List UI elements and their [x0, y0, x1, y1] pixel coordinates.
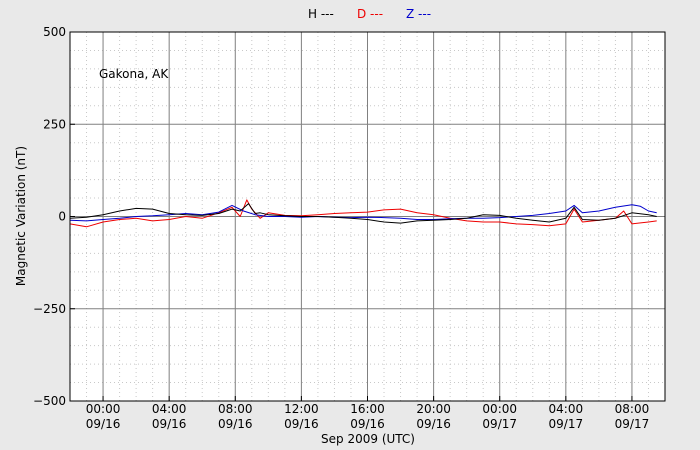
- x-tick-time-label: 04:00: [152, 402, 187, 416]
- x-tick-time-label: 12:00: [284, 402, 319, 416]
- x-tick-time-label: 20:00: [416, 402, 451, 416]
- y-tick-label: 0: [58, 210, 66, 224]
- series-line-h: [69, 203, 657, 224]
- station-label: Gakona, AK: [99, 67, 169, 81]
- series-line-d: [69, 199, 657, 228]
- y-tick-label: 250: [43, 117, 66, 131]
- x-tick-time-label: 08:00: [218, 402, 253, 416]
- x-tick-date-label: 09/16: [350, 417, 385, 431]
- y-tick-label: −250: [33, 302, 66, 316]
- series-layer: [69, 199, 657, 228]
- x-tick-date-label: 09/16: [416, 417, 451, 431]
- y-axis-label: Magnetic Variation (nT): [14, 146, 28, 286]
- x-tick-date-label: 09/17: [549, 417, 584, 431]
- legend-entry-d: D ---: [357, 7, 383, 21]
- x-tick-time-label: 16:00: [350, 402, 385, 416]
- legend-entry-h: H ---: [308, 7, 334, 21]
- x-tick-time-label: 00:00: [482, 402, 517, 416]
- x-tick-date-label: 09/16: [284, 417, 319, 431]
- x-axis-label: Sep 2009 (UTC): [321, 432, 415, 446]
- x-tick-date-label: 09/16: [218, 417, 253, 431]
- x-tick-time-label: 08:00: [615, 402, 650, 416]
- y-tick-label: −500: [33, 394, 66, 408]
- legend: H --- D --- Z ---: [308, 7, 431, 21]
- legend-entry-z: Z ---: [406, 7, 431, 21]
- x-tick-date-label: 09/16: [86, 417, 121, 431]
- x-tick-time-label: 04:00: [549, 402, 584, 416]
- major-grid: [70, 32, 665, 401]
- y-axis: 500 250 0 −250 −500: [33, 25, 75, 408]
- x-tick-time-label: 00:00: [86, 402, 121, 416]
- x-tick-date-label: 09/17: [482, 417, 517, 431]
- y-tick-label: 500: [43, 25, 66, 39]
- x-axis: 00:0009/1604:0009/1608:0009/1612:0009/16…: [86, 396, 649, 431]
- x-tick-date-label: 09/16: [152, 417, 187, 431]
- x-tick-date-label: 09/17: [615, 417, 650, 431]
